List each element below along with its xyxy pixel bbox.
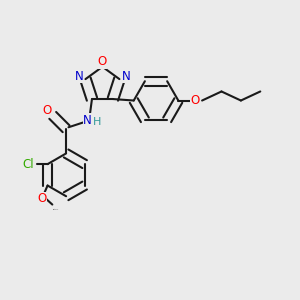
Text: H: H xyxy=(93,117,101,127)
Text: N: N xyxy=(122,70,130,83)
Text: N: N xyxy=(83,114,92,127)
Text: methoxy: methoxy xyxy=(53,209,59,210)
Text: Cl: Cl xyxy=(23,158,34,171)
Text: N: N xyxy=(75,70,83,83)
Text: O: O xyxy=(38,192,47,205)
Text: O: O xyxy=(97,55,106,68)
Text: O: O xyxy=(43,103,52,116)
Text: O: O xyxy=(190,94,200,107)
